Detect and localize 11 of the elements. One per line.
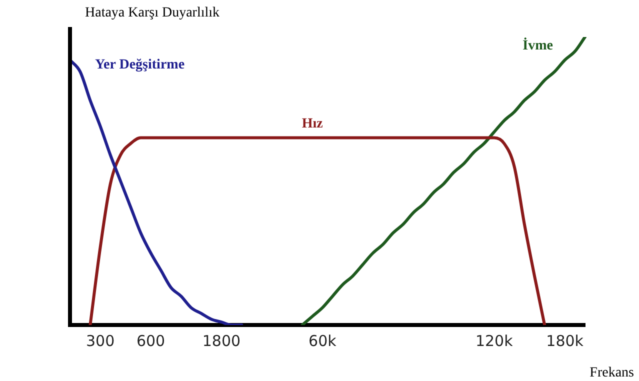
x-tick-label: 180k — [546, 332, 584, 350]
series-label: İvme — [522, 38, 553, 54]
x-tick-label: 1800 — [202, 332, 241, 350]
x-axis-title: Frekans — [590, 366, 634, 381]
x-tick-label: 600 — [136, 332, 166, 350]
y-axis-title: Hataya Karşı Duyarlılık — [85, 6, 220, 21]
x-tick-label: 300 — [86, 332, 115, 350]
x-tick-label: 60k — [308, 332, 337, 350]
series-label: Yer Değşitirme — [95, 58, 185, 73]
x-tick-label: 120k — [475, 332, 514, 350]
series-label: Hız — [302, 116, 323, 132]
